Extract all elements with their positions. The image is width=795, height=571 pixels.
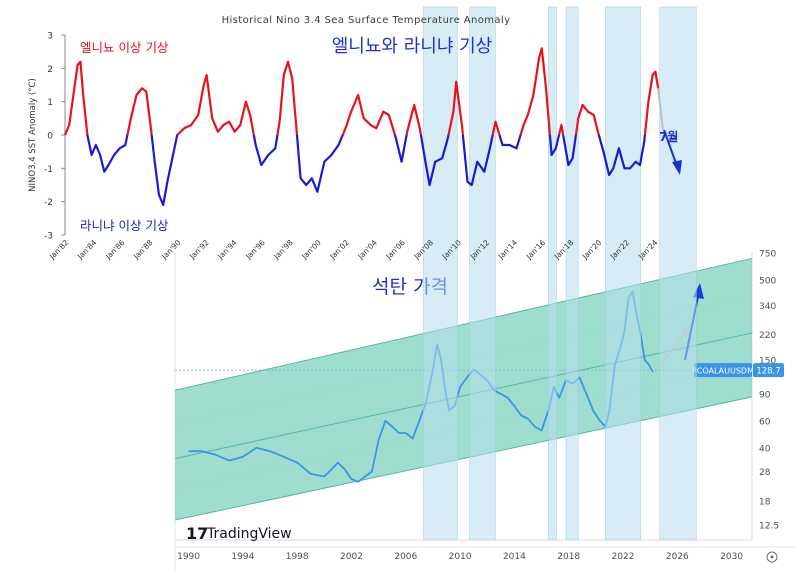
ticker-label: PCOALAUUSDM <box>692 367 754 376</box>
ticker-badge <box>694 363 752 378</box>
nino-y-tick-label: -1 <box>44 165 53 175</box>
nino-y-tick-label: 3 <box>47 32 53 42</box>
settings-icon-dot <box>770 555 774 559</box>
channel-quarter-line-lower <box>174 364 753 490</box>
nino-positive-line <box>63 47 660 135</box>
coal-x-tick-label: 2030 <box>720 552 743 562</box>
channel-quarter-line-upper <box>174 295 753 425</box>
coal-x-tick-label: 2010 <box>449 552 472 562</box>
settings-icon <box>766 551 778 563</box>
nino-y-axis-label: NINO3.4 SST Anomaly (°C) <box>28 78 38 192</box>
last-value-label: 128.7 <box>756 367 780 377</box>
coal-x-tick-label: 1990 <box>177 552 200 562</box>
nino-y-tick-label: -2 <box>44 198 53 208</box>
channel-lower-line <box>174 396 753 521</box>
coal-x-tick-label: 1998 <box>286 552 309 562</box>
coal-y-tick-label: 150 <box>759 356 776 366</box>
nino-y-tick-label: 1 <box>47 98 53 108</box>
month-annotation: 7월 <box>659 129 678 144</box>
nino-x-tick-label: Jan'86 <box>103 238 127 262</box>
coal-y-tick-label: 18 <box>759 497 771 507</box>
highlight-band <box>605 6 641 541</box>
highlight-band <box>423 6 458 541</box>
coal-x-tick-label: 2002 <box>340 552 363 562</box>
coal-y-tick-label: 220 <box>759 331 776 341</box>
highlight-band <box>659 6 697 541</box>
nino-forecast-arrow <box>663 129 678 167</box>
nino-chart-title: Historical Nino 3.4 Sea Surface Temperat… <box>222 15 511 26</box>
tradingview-logo-icon: 17 <box>186 524 208 543</box>
coal-y-tick-label: 28 <box>759 468 771 478</box>
coal-y-tick-label: 340 <box>759 302 776 312</box>
channel-middle-line <box>174 332 753 460</box>
coal-y-tick-label: 750 <box>759 249 776 259</box>
nino-y-tick-label: 2 <box>47 65 53 75</box>
nino-x-tick-label: Jan'88 <box>131 238 155 262</box>
nino-forecast-arrowhead <box>672 160 682 175</box>
coal-x-tick-label: 2006 <box>394 552 417 562</box>
nino-negative-line <box>65 135 647 207</box>
coal-y-tick-label: 40 <box>759 444 771 454</box>
highlight-band <box>565 6 579 541</box>
highlight-band <box>548 6 557 541</box>
nino-chart: Historical Nino 3.4 Sea Surface Temperat… <box>28 15 682 262</box>
elnino-annotation: 엘니뇨 이상 기상 <box>80 40 169 55</box>
coal-x-tick-label: 2018 <box>557 552 580 562</box>
nino-projection-line <box>657 88 664 131</box>
coal-x-tick-label: 1994 <box>231 552 254 562</box>
coal-x-tick-label: 2026 <box>666 552 689 562</box>
tradingview-watermark: TradingView <box>206 526 292 542</box>
coal-y-tick-label: 12.5 <box>759 522 779 532</box>
lanina-annotation: 라니냐 이상 기상 <box>80 218 169 233</box>
nino-x-tick-label: Jan'84 <box>75 238 99 262</box>
last-value-badge <box>753 363 784 378</box>
nino-y-tick-label: -3 <box>44 232 53 242</box>
nino-y-tick-label: 0 <box>47 132 53 142</box>
coal-y-tick-label: 90 <box>759 390 771 400</box>
coal-y-tick-label: 60 <box>759 417 771 427</box>
channel-upper-line <box>174 257 753 391</box>
elnino-lanina-annotation: 엘니뇨와 라니냐 기상 <box>332 36 492 57</box>
coal-x-tick-label: 2022 <box>612 552 635 562</box>
coal-x-tick-label: 2014 <box>503 552 526 562</box>
coal-y-tick-label: 500 <box>759 276 776 286</box>
highlight-band <box>469 6 496 541</box>
